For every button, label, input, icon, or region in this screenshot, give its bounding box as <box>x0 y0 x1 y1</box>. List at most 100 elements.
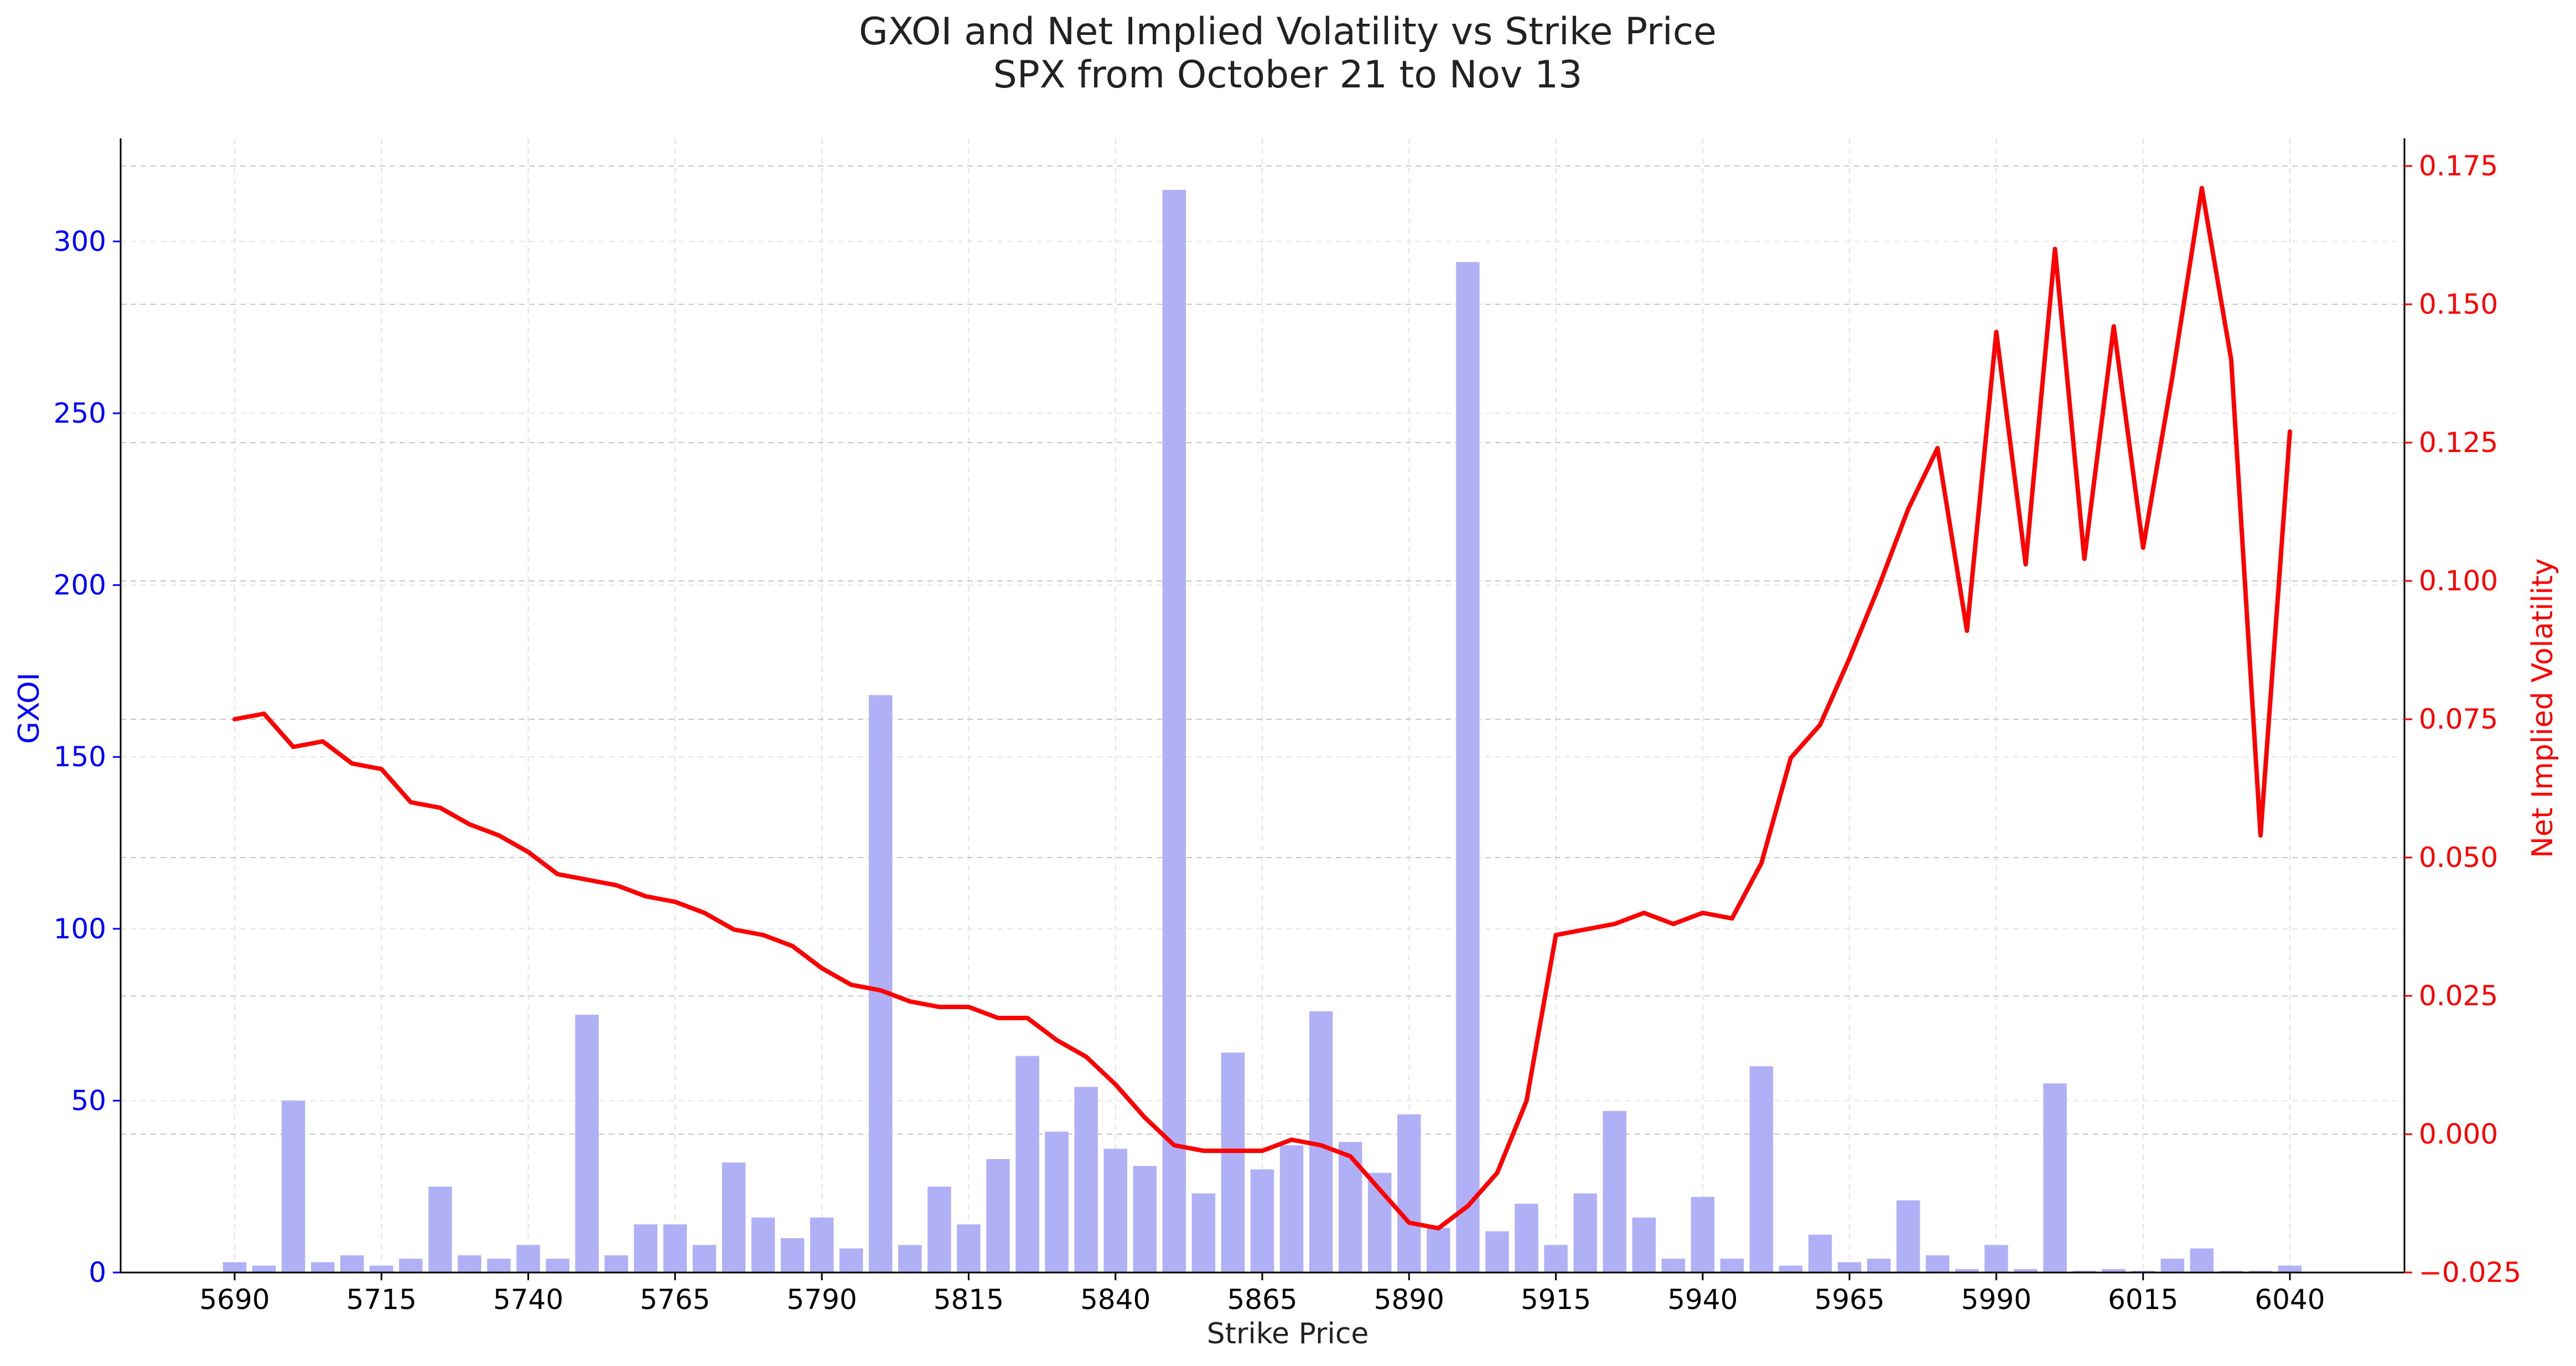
left-y-tick-label: 100 <box>54 913 106 945</box>
x-axis-label: Strike Price <box>1207 1317 1369 1351</box>
gxoi-bar <box>1603 1111 1626 1272</box>
x-tick-label: 5790 <box>787 1284 857 1316</box>
gxoi-bar <box>1045 1131 1069 1272</box>
gxoi-bar <box>428 1186 452 1272</box>
x-tick-label: 5915 <box>1521 1284 1591 1316</box>
gxoi-bar <box>1749 1066 1774 1272</box>
x-tick-label: 5690 <box>199 1284 269 1316</box>
gxoi-bar <box>2072 1270 2096 1272</box>
right-y-tick-label: −0.025 <box>2419 1256 2521 1289</box>
gxoi-bar <box>1250 1169 1274 1272</box>
gxoi-bar <box>986 1159 1010 1272</box>
left-y-tick-label: 150 <box>54 741 106 773</box>
gxoi-bar <box>1661 1259 1686 1272</box>
chart-title: GXOI and Net Implied Volatility vs Strik… <box>859 10 1717 54</box>
gxoi-bar <box>2014 1269 2038 1272</box>
x-tick-label: 5940 <box>1667 1284 1738 1316</box>
gxoi-bar <box>340 1255 364 1272</box>
gxoi-bar <box>692 1245 717 1272</box>
gridlines <box>121 138 2404 1273</box>
gxoi-bar <box>2043 1083 2067 1272</box>
left-y-tick-label: 0 <box>89 1256 106 1289</box>
x-tick-label: 5715 <box>346 1284 417 1316</box>
gxoi-bar <box>1162 190 1186 1272</box>
left-y-tick-label: 50 <box>71 1084 106 1116</box>
right-y-tick-label: 0.025 <box>2419 980 2498 1012</box>
x-tick-label: 5840 <box>1080 1284 1150 1316</box>
left-y-tick-label: 200 <box>54 569 106 601</box>
x-tick-label: 5765 <box>640 1284 710 1316</box>
gxoi-bar <box>957 1224 981 1272</box>
gxoi-bar <box>1984 1245 2008 1272</box>
gxoi-bar <box>1544 1245 1568 1272</box>
gxoi-bars <box>222 190 2302 1272</box>
gxoi-bar <box>1015 1056 1039 1272</box>
gxoi-bar <box>1279 1145 1304 1272</box>
x-tick-label: 5965 <box>1815 1284 1885 1316</box>
gxoi-bar <box>252 1265 276 1272</box>
gxoi-bar <box>751 1217 775 1272</box>
gxoi-bar <box>458 1255 481 1272</box>
gxoi-bar <box>1456 262 1480 1272</box>
gxoi-bar <box>1720 1259 1744 1272</box>
gxoi-bar <box>1573 1193 1597 1272</box>
gxoi-bar <box>1926 1255 1950 1272</box>
gxoi-bar <box>1397 1114 1421 1272</box>
gxoi-bar <box>839 1248 863 1272</box>
x-tick-label: 5990 <box>1961 1284 2031 1316</box>
gxoi-bar <box>634 1224 658 1272</box>
x-tick-label: 6040 <box>2254 1284 2325 1316</box>
gxoi-bar <box>487 1259 511 1272</box>
gxoi-bar <box>1103 1149 1127 1272</box>
gxoi-bar <box>546 1259 569 1272</box>
gxoi-bar <box>780 1238 805 1272</box>
right-y-tick-label: 0.175 <box>2419 150 2498 182</box>
right-y-tick-label: 0.075 <box>2419 703 2498 735</box>
gxoi-bar <box>2248 1270 2273 1272</box>
gxoi-bar <box>1221 1052 1245 1272</box>
right-y-tick-label: 0.125 <box>2419 427 2498 459</box>
gxoi-bar <box>1515 1203 1538 1272</box>
gxoi-bar <box>604 1255 628 1272</box>
gxoi-bar <box>1191 1193 1216 1272</box>
gxoi-bar <box>1867 1259 1891 1272</box>
gxoi-bar <box>1808 1234 1832 1272</box>
gxoi-bar <box>2190 1248 2214 1272</box>
gxoi-bar <box>2219 1270 2243 1272</box>
x-tick-label: 6015 <box>2108 1284 2178 1316</box>
gxoi-bar <box>399 1259 423 1272</box>
x-tick-label: 5815 <box>934 1284 1004 1316</box>
net-iv-line-layer <box>232 186 2292 1230</box>
gxoi-bar <box>1074 1087 1098 1272</box>
gxoi-bar <box>663 1224 687 1272</box>
left-y-tick-label: 300 <box>54 225 106 257</box>
right-y-tick-label: 0.050 <box>2419 842 2498 874</box>
x-tick-label: 5890 <box>1374 1284 1444 1316</box>
x-tick-label: 5740 <box>493 1284 563 1316</box>
gxoi-bar <box>1896 1200 1920 1272</box>
gxoi-bar <box>869 695 893 1272</box>
left-y-axis-label: GXOI <box>13 673 46 744</box>
gxoi-bar <box>1427 1228 1450 1272</box>
gxoi-bar <box>1632 1217 1656 1272</box>
right-y-tick-label: 0.100 <box>2419 565 2498 597</box>
gxoi-bar <box>2160 1259 2184 1272</box>
gxoi-bar <box>370 1265 393 1272</box>
gxoi-bar <box>281 1100 305 1272</box>
gxoi-bar <box>927 1186 951 1272</box>
gxoi-bar <box>898 1245 922 1272</box>
right-y-tick-label: 0.150 <box>2419 288 2498 320</box>
right-y-axis-label: Net Implied Volatility <box>2526 558 2559 858</box>
chart-subtitle: SPX from October 21 to Nov 13 <box>993 53 1583 97</box>
gxoi-bar <box>1338 1141 1362 1272</box>
gxoi-bar <box>1133 1166 1157 1272</box>
tick-labels: 5690 5715 5740 5765 5790 5815 5840 5865 5890 5915… <box>54 150 2521 1316</box>
net-iv-line <box>232 186 2292 1230</box>
gxoi-bar <box>1955 1269 1979 1272</box>
gxoi-bar <box>575 1015 599 1272</box>
left-y-tick-label: 250 <box>54 397 106 429</box>
gxoi-bar <box>222 1262 247 1272</box>
gxoi-bar <box>2102 1269 2126 1272</box>
